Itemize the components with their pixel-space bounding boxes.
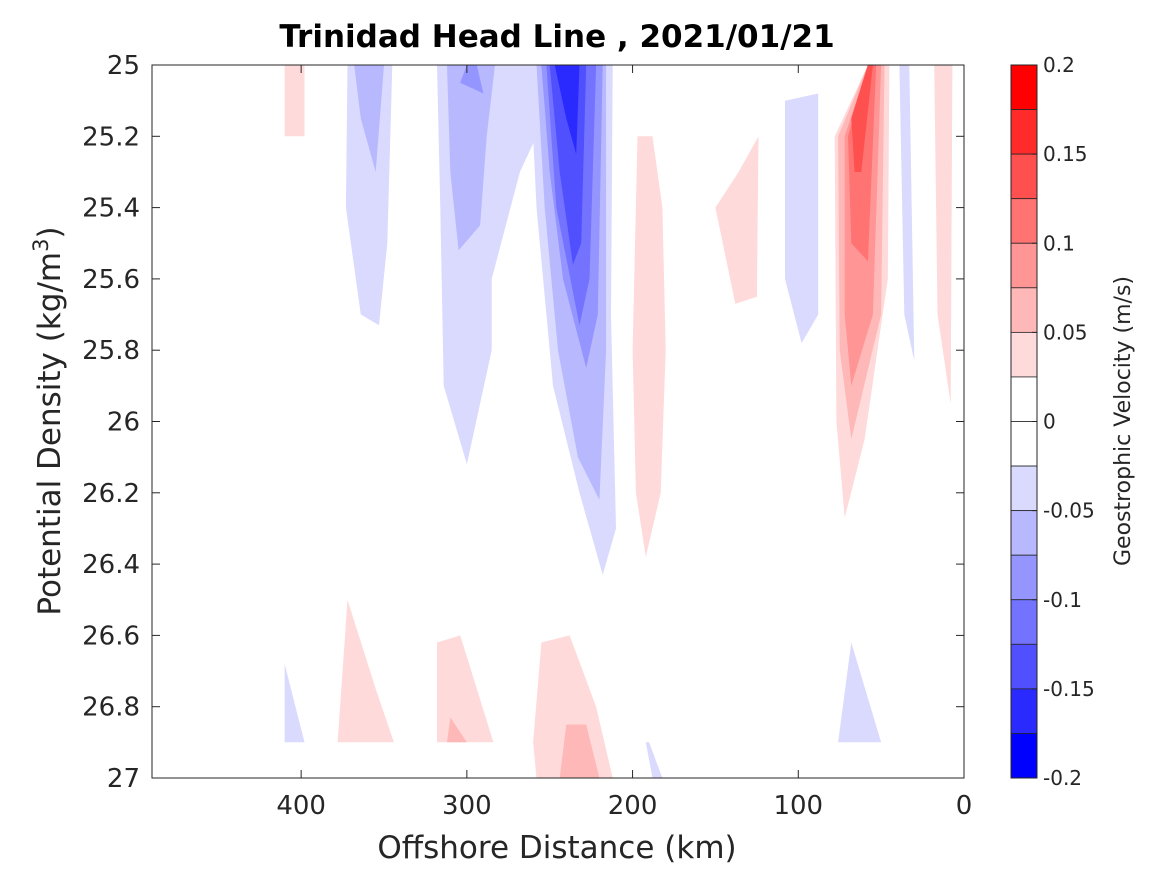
y-tick-label: 25.6 bbox=[82, 265, 140, 295]
colorbar-label: Geostrophic Velocity (m/s) bbox=[1111, 276, 1136, 566]
colorbar-tick-label: 0.2 bbox=[1043, 53, 1075, 77]
colorbar-band-14 bbox=[1010, 688, 1038, 734]
colorbar-band-10 bbox=[1010, 510, 1038, 556]
y-axis-ticks: 25 25.2 25.4 25.6 25.8 26 26.2 26.4 26.6 26.8 27 bbox=[82, 51, 964, 794]
contour-region-21 bbox=[934, 65, 953, 404]
contour-region-29 bbox=[838, 642, 882, 743]
contour-region-13 bbox=[715, 136, 759, 304]
x-tick-label: 100 bbox=[773, 791, 823, 821]
contour-region-26 bbox=[533, 635, 613, 778]
contour-region-27 bbox=[559, 724, 600, 778]
y-tick-label: 25 bbox=[107, 51, 140, 81]
y-tick-label: 26.2 bbox=[82, 479, 140, 509]
contour-region-23 bbox=[337, 599, 394, 743]
colorbar-band-3 bbox=[1010, 198, 1038, 244]
colorbar-band-8 bbox=[1010, 421, 1038, 467]
colorbar-band-15 bbox=[1010, 733, 1038, 779]
contour-region-4 bbox=[447, 65, 495, 251]
x-axis-label: Offshore Distance (km) bbox=[377, 830, 736, 866]
colorbar-band-1 bbox=[1010, 109, 1038, 155]
x-tick-label: 0 bbox=[956, 791, 973, 821]
colorbar-band-9 bbox=[1010, 465, 1038, 512]
contour-region-24 bbox=[437, 635, 494, 743]
colorbar-tick-label: -0.05 bbox=[1043, 499, 1095, 523]
colorbar-band-5 bbox=[1010, 287, 1038, 333]
colorbar: 0.2 0.15 0.1 0.05 0 -0.05 -0.1 -0.15 -0.2 Geostr… bbox=[1010, 53, 1136, 790]
colorbar-tick-label: 0.05 bbox=[1043, 320, 1088, 344]
y-tick-label: 26 bbox=[107, 408, 140, 438]
contour-region-11 bbox=[554, 65, 580, 155]
contour-region-20 bbox=[899, 65, 915, 361]
y-tick-label: 25.4 bbox=[82, 194, 140, 224]
contour-region-12 bbox=[632, 136, 666, 558]
colorbar-band-6 bbox=[1010, 331, 1038, 378]
colorbar-band-12 bbox=[1010, 599, 1038, 645]
contour-region-2 bbox=[354, 65, 384, 172]
y-axis-label-main: Potential Density (kg/m bbox=[32, 252, 68, 616]
contour-region-25 bbox=[447, 717, 467, 743]
y-tick-label: 26.6 bbox=[82, 621, 140, 651]
y-tick-label: 25.8 bbox=[82, 336, 140, 366]
colorbar-tick-label: 0 bbox=[1043, 410, 1056, 434]
y-tick-label: 27 bbox=[107, 764, 140, 794]
contour-region-14 bbox=[785, 93, 819, 344]
y-tick-label: 26.8 bbox=[82, 693, 140, 723]
colorbar-band-11 bbox=[1010, 554, 1038, 601]
y-axis-label-sup: 3 bbox=[29, 238, 53, 251]
colorbar-band-0 bbox=[1010, 64, 1038, 110]
y-tick-label: 25.2 bbox=[82, 122, 140, 152]
colorbar-ticks: 0.2 0.15 0.1 0.05 0 -0.05 -0.1 -0.15 -0.2 bbox=[1032, 53, 1095, 790]
contour-regions bbox=[284, 65, 953, 778]
colorbar-band-2 bbox=[1010, 153, 1038, 200]
y-tick-label: 26.4 bbox=[82, 550, 140, 580]
y-axis-label-close: ) bbox=[32, 226, 68, 238]
colorbar-band-13 bbox=[1010, 643, 1038, 690]
colorbar-band-7 bbox=[1010, 376, 1038, 422]
plot-area: 400 300 200 100 0 25 25.2 25.4 25.6 25.8 26 26.2 26… bbox=[82, 51, 972, 821]
contour-region-0 bbox=[284, 65, 305, 137]
x-tick-label: 400 bbox=[276, 791, 326, 821]
x-axis-ticks: 400 300 200 100 0 bbox=[276, 65, 972, 821]
contour-region-1 bbox=[345, 65, 393, 326]
y-axis-label: Potential Density (kg/m3) bbox=[29, 226, 68, 615]
x-tick-label: 300 bbox=[442, 791, 492, 821]
colorbar-tick-label: -0.15 bbox=[1043, 677, 1095, 701]
contour-region-5 bbox=[460, 65, 484, 94]
colorbar-tick-label: 0.1 bbox=[1043, 231, 1075, 255]
x-tick-label: 200 bbox=[608, 791, 658, 821]
colorbar-tick-label: 0.15 bbox=[1043, 142, 1088, 166]
chart-title: Trinidad Head Line , 2021/01/21 bbox=[279, 19, 834, 55]
colorbar-tick-label: -0.2 bbox=[1043, 766, 1082, 790]
colorbar-tick-label: -0.1 bbox=[1043, 588, 1082, 612]
contour-region-22 bbox=[284, 663, 305, 743]
colorbar-band-4 bbox=[1010, 242, 1038, 289]
contour-region-19 bbox=[851, 65, 873, 172]
contour-region-28 bbox=[645, 742, 663, 778]
